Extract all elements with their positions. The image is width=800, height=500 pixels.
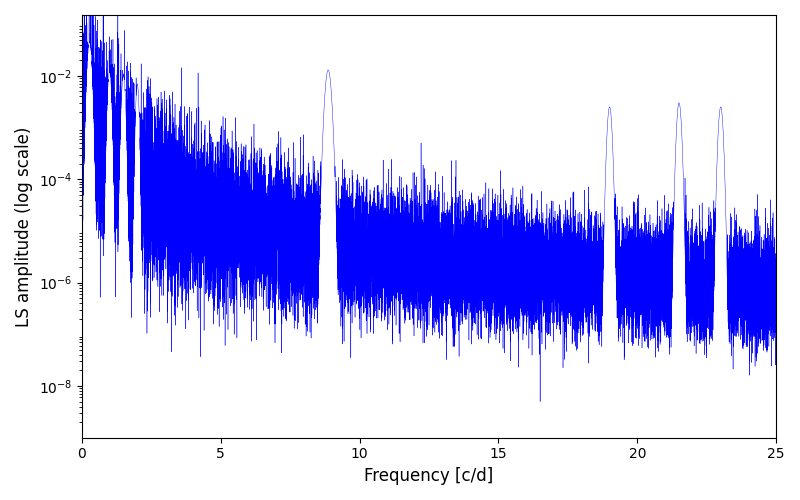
Y-axis label: LS amplitude (log scale): LS amplitude (log scale) — [15, 126, 33, 326]
X-axis label: Frequency [c/d]: Frequency [c/d] — [364, 467, 494, 485]
